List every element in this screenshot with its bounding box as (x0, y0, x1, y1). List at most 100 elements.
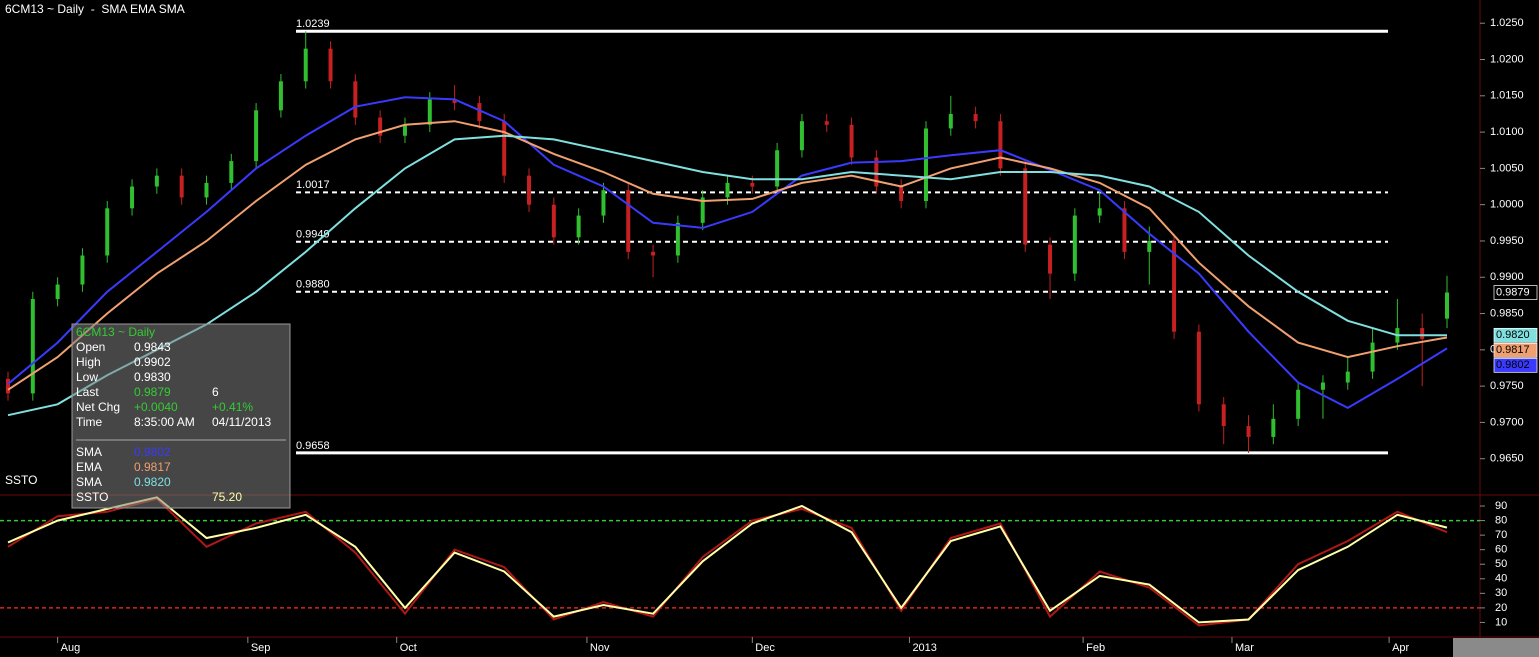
scrollbar[interactable] (1453, 638, 1539, 657)
tooltip-label: SMA (76, 445, 102, 459)
candle-body (551, 204, 556, 238)
candle-body (179, 175, 184, 198)
y-tick-label: 1.0200 (1490, 53, 1524, 65)
candle-body (229, 161, 234, 183)
candle-body (923, 128, 928, 202)
level-label: 0.9880 (296, 279, 330, 291)
y-tick-label: 1.0250 (1490, 17, 1524, 29)
x-tick-label: Mar (1235, 642, 1254, 654)
x-tick-label: Apr (1392, 642, 1409, 654)
y-tick-label: 1.0100 (1490, 126, 1524, 138)
price-tag-label: 0.9817 (1496, 344, 1530, 356)
tooltip-value: 8:35:00 AM (134, 415, 195, 429)
y-tick-label: 0.9950 (1490, 235, 1524, 247)
candle-body (874, 157, 879, 187)
candle-body (1345, 371, 1350, 383)
candle-body (775, 150, 780, 187)
tooltip-value: 0.9830 (134, 370, 171, 384)
candle-body (6, 378, 10, 394)
candle-body (1196, 331, 1201, 405)
chart-title: 6CM13 ~ Daily - SMA EMA SMA (5, 2, 185, 16)
candle-body (1296, 389, 1301, 419)
y-tick-label: 0.9850 (1490, 307, 1524, 319)
candle-body (303, 48, 308, 82)
series-line (7, 496, 1448, 624)
candle-body (1221, 404, 1226, 427)
series-line (7, 134, 1447, 417)
candle-body (1072, 215, 1077, 274)
tooltip-label: Low (76, 370, 98, 384)
tooltip-value: +0.0040 (134, 400, 178, 414)
candle-body (402, 124, 407, 136)
candle-body (1023, 168, 1028, 245)
series-line (7, 96, 1448, 410)
price-tag-label: 0.9820 (1496, 329, 1530, 341)
level-label: 0.9658 (296, 440, 330, 452)
candle-body (1445, 292, 1449, 319)
candle-body (477, 103, 482, 122)
candle-body (80, 255, 85, 285)
y-tick-label: 0.9900 (1490, 271, 1524, 283)
y-tick-label: 70 (1495, 529, 1507, 541)
tooltip-box (71, 323, 291, 509)
x-tick-label: Dec (755, 642, 775, 654)
level-label: 1.0017 (296, 179, 330, 191)
candle-body (527, 175, 532, 205)
candle-body (154, 175, 159, 187)
y-tick-label: 20 (1495, 602, 1507, 614)
tooltip-label: SSTO (76, 490, 108, 504)
candle-body (502, 121, 507, 176)
y-tick-label: 0.9650 (1490, 453, 1524, 465)
x-tick-label: Sep (251, 642, 271, 654)
tooltip-label: Net Chg (76, 400, 120, 414)
y-tick-label: 1.0050 (1490, 162, 1524, 174)
tooltip-label: Last (76, 385, 99, 399)
candle-body (1271, 418, 1276, 437)
price-tag (1493, 342, 1538, 358)
candle-body (1420, 328, 1425, 339)
candle-body (675, 222, 680, 256)
candle-body (998, 121, 1003, 169)
series-line (7, 120, 1448, 391)
candle-body (328, 48, 333, 82)
panel-title: SSTO (5, 473, 37, 487)
candle-body (30, 299, 35, 394)
candle-body (353, 81, 358, 118)
candle-body (1370, 342, 1375, 372)
y-tick-label: 0.9750 (1490, 380, 1524, 392)
candle-body (105, 208, 110, 256)
y-tick-label: 0.9700 (1490, 416, 1524, 428)
candle-body (948, 113, 953, 129)
tooltip: 6CM13 ~ Daily Open 0.9843 High 0.9902 Low 0.9… (71, 323, 291, 509)
candle-body (452, 99, 457, 104)
candle-body (1246, 426, 1251, 437)
candle-body (1097, 208, 1102, 216)
y-tick-label: 90 (1495, 500, 1507, 512)
tooltip-label: EMA (76, 460, 102, 474)
candle-body (204, 182, 209, 198)
y-tick-label: 40 (1495, 573, 1507, 585)
tooltip-label: SMA (76, 475, 102, 489)
x-tick-label: Nov (590, 642, 610, 654)
y-tick-label: 30 (1495, 587, 1507, 599)
x-tick-label: Oct (400, 642, 417, 654)
series-line (7, 497, 1448, 627)
candle-body (725, 182, 730, 198)
tooltip-value: 0.9820 (134, 475, 171, 489)
candle-body (1320, 382, 1325, 390)
x-tick-label: Feb (1086, 642, 1105, 654)
candle-body (1147, 240, 1152, 252)
y-tick-label: 10 (1495, 616, 1507, 628)
candle-body (1122, 208, 1127, 252)
y-tick-label: 1.0000 (1490, 199, 1524, 211)
price-tag (1493, 357, 1538, 373)
y-tick-label: 50 (1495, 558, 1507, 570)
tooltip-value: 0.9879 (134, 385, 171, 399)
tooltip-value: 0.9817 (134, 460, 171, 474)
candle-body (254, 110, 259, 162)
tooltip-title: 6CM13 ~ Daily (76, 325, 155, 339)
tooltip-value: 75.20 (212, 490, 242, 504)
candle-body (626, 190, 631, 252)
tooltip-value: +0.41% (212, 400, 253, 414)
